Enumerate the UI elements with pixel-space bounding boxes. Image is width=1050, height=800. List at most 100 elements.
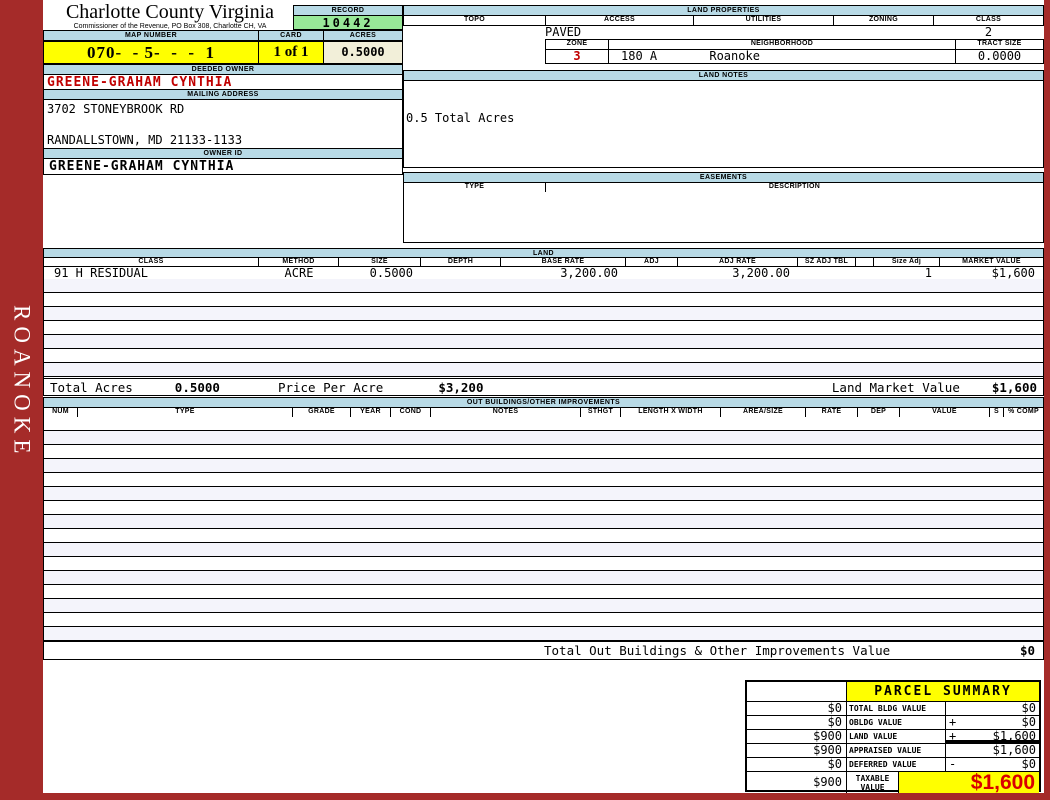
parcel-summary-header: PARCEL SUMMARY <box>747 682 1039 702</box>
col-year: YEAR <box>351 408 391 417</box>
zoning-value <box>833 26 933 39</box>
zone-label: ZONE <box>546 40 609 49</box>
col-class: CLASS <box>975 16 1002 23</box>
col-class: CLASS <box>44 258 259 266</box>
col-sz-adj-tbl: SZ ADJ TBL <box>798 258 856 266</box>
sign: + <box>949 730 957 743</box>
right-border <box>1044 0 1050 800</box>
land-adj <box>626 267 678 279</box>
acres-value: 0.5000 <box>323 41 403 64</box>
map-number-label: MAP NUMBER <box>43 30 258 41</box>
col-sthgt: STHGT <box>581 408 621 417</box>
col-dep: DEP <box>858 408 900 417</box>
zone-value: 3 <box>546 50 609 63</box>
owner-id-value: GREENE-GRAHAM CYNTHIA <box>43 158 403 175</box>
col-access: ACCESS <box>546 16 694 25</box>
district-vertical-label: ROANOKE <box>9 305 35 460</box>
summary-row-obldg: $0 OBLDG VALUE + $0 <box>747 716 1039 730</box>
map-card-acres-values: 070- - 5- - - 1 1 of 1 0.5000 <box>43 41 403 64</box>
col-size-adj: Size Adj <box>874 258 940 266</box>
tract-size-label: TRACT SIZE <box>977 40 1022 47</box>
address-line-2: RANDALLSTOWN, MD 21133-1133 <box>47 133 243 147</box>
map-card-acres-labels: MAP NUMBER CARD ACRES <box>43 30 403 41</box>
county-title-block: Charlotte County Virginia Commissioner o… <box>47 2 293 31</box>
summary-row-land: $900 LAND VALUE + $1,600 <box>747 730 1039 744</box>
county-name: Charlotte County Virginia <box>65 1 275 23</box>
amount: $0 <box>1021 716 1036 729</box>
neighborhood-value: 180 A Roanoke <box>609 50 956 63</box>
mailing-address: 3702 STONEYBROOK RD RANDALLSTOWN, MD 211… <box>43 99 403 149</box>
parcel-summary-title: PARCEL SUMMARY <box>847 682 1039 701</box>
class-value: 2 <box>984 25 993 39</box>
col-grade: GRADE <box>293 408 351 417</box>
col-zoning: ZONING <box>834 16 934 25</box>
summary-row-appraised: $900 APPRAISED VALUE $1,600 <box>747 744 1039 758</box>
taxable-value-label: TAXABLE VALUE <box>847 772 899 794</box>
parcel-summary: PARCEL SUMMARY $0 TOTAL BLDG VALUE $0 $0… <box>745 680 1041 794</box>
land-sz-adj-tbl <box>798 267 856 279</box>
col-market-value: MARKET VALUE <box>962 258 1021 265</box>
land-market-value-label: Land Market Value <box>831 379 960 395</box>
price-per-acre-value: $3,200 <box>438 379 484 395</box>
col-notes: NOTES <box>431 408 581 417</box>
out-buildings-total-value: $0 <box>1019 643 1035 658</box>
sign: + <box>949 716 957 729</box>
acres-label: ACRES <box>323 30 403 41</box>
land-notes-box: 0.5 Total Acres <box>403 80 1044 168</box>
land-method: ACRE <box>284 266 314 280</box>
easements-empty-box <box>403 192 1044 243</box>
prior-deferred-value: $0 <box>747 758 847 771</box>
bottom-border <box>0 793 1050 800</box>
amount: $0 <box>1021 758 1036 771</box>
col-method: METHOD <box>259 258 339 266</box>
summary-row-taxable: $900 TAXABLE VALUE $1,600 <box>747 772 1039 794</box>
summary-header-empty-cell <box>747 682 847 701</box>
land-class: 91 H RESIDUAL <box>54 266 148 280</box>
col-base-rate: BASE RATE <box>501 258 626 266</box>
col-s: S <box>990 408 1004 417</box>
appraised-value-label: APPRAISED VALUE <box>847 744 946 757</box>
district-sidebar: ROANOKE <box>0 0 43 800</box>
col-type: TYPE <box>78 408 293 417</box>
land-adj-rate: 3,200.00 <box>732 266 790 280</box>
land-value: + $1,600 <box>946 730 1039 743</box>
out-buildings-total-row: Total Out Buildings & Other Improvements… <box>43 641 1044 660</box>
amount: $1,600 <box>992 730 1036 743</box>
taxable-value: $1,600 <box>899 772 1039 794</box>
land-size-adj: 1 <box>924 266 932 280</box>
col-depth: DEPTH <box>421 258 501 266</box>
summary-row-deferred: $0 DEFERRED VALUE - $0 <box>747 758 1039 772</box>
total-acres-label: Total Acres <box>50 379 133 395</box>
zone-neighborhood-values: 3 180 A Roanoke 0.0000 <box>545 49 1044 64</box>
prior-land-value: $900 <box>747 730 847 743</box>
col-easement-description: DESCRIPTION <box>768 183 821 190</box>
col-topo: TOPO <box>404 16 546 25</box>
land-totals-row: Total Acres 0.5000 Price Per Acre $3,200… <box>43 378 1044 396</box>
record-number: 10442 <box>293 15 403 30</box>
obldg-value: + $0 <box>946 716 1039 729</box>
col-num: NUM <box>44 408 78 417</box>
land-size: 0.5000 <box>369 266 413 280</box>
obldg-value-label: OBLDG VALUE <box>847 716 946 729</box>
land-value-label: LAND VALUE <box>847 730 946 743</box>
prior-taxable-value: $900 <box>747 772 847 794</box>
price-per-acre-label: Price Per Acre <box>277 379 384 395</box>
utilities-value <box>693 26 833 39</box>
col-size: SIZE <box>339 258 421 266</box>
total-bldg-value-label: TOTAL BLDG VALUE <box>847 702 946 715</box>
sign: - <box>949 758 957 771</box>
col-utilities: UTILITIES <box>694 16 834 25</box>
land-base-rate: 3,200.00 <box>560 266 618 280</box>
land-properties-columns: TOPO ACCESS UTILITIES ZONING CLASS <box>403 15 1044 26</box>
land-spacer <box>856 267 874 279</box>
col-length-width: LENGTH X WIDTH <box>621 408 721 417</box>
county-subtitle: Commissioner of the Revenue, PO Box 308,… <box>73 23 267 30</box>
neighborhood-name: Roanoke <box>709 49 760 63</box>
col-adj-rate: ADJ RATE <box>678 258 798 266</box>
col-easement-type: TYPE <box>404 183 546 192</box>
deferred-value-label: DEFERRED VALUE <box>847 758 946 771</box>
summary-row-total-bldg: $0 TOTAL BLDG VALUE $0 <box>747 702 1039 716</box>
deferred-value: - $0 <box>946 758 1039 771</box>
land-properties-values: PAVED 2 <box>403 26 1044 39</box>
